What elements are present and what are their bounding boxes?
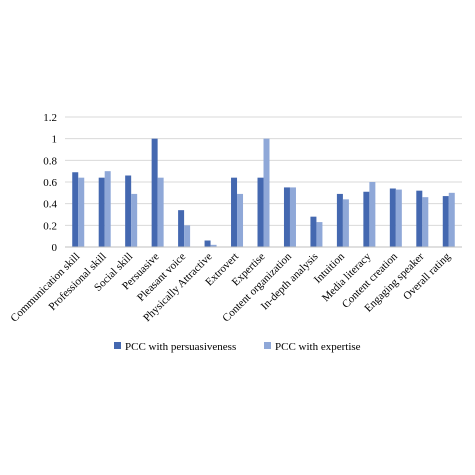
bar-expertise: [131, 193, 138, 247]
bar-persuasiveness: [310, 216, 317, 247]
bar-persuasiveness: [389, 188, 396, 247]
legend-label: PCC with persuasiveness: [125, 341, 236, 353]
bar-expertise: [342, 199, 349, 247]
bar-expertise: [157, 177, 164, 247]
bar-expertise: [289, 187, 296, 247]
bar-expertise: [395, 189, 402, 247]
bar-persuasiveness: [72, 172, 79, 247]
bar-expertise: [369, 182, 376, 247]
y-tick-label: 0.4: [43, 199, 57, 211]
bar-persuasiveness: [442, 196, 449, 247]
bar-expertise: [78, 177, 85, 247]
bar-persuasiveness: [336, 193, 343, 247]
bar-expertise: [448, 192, 455, 247]
legend-swatch: [264, 342, 271, 349]
bar-expertise: [237, 193, 244, 247]
legend: PCC with persuasiveness PCC with expertis…: [114, 341, 361, 353]
bar-expertise: [422, 197, 429, 247]
bar-persuasiveness: [283, 187, 290, 247]
legend-swatch: [114, 342, 121, 349]
bar-persuasiveness: [204, 240, 211, 247]
bar-expertise: [316, 222, 323, 247]
bar-persuasiveness: [363, 191, 370, 247]
bar-persuasiveness: [98, 177, 105, 247]
bar-expertise: [104, 171, 111, 247]
bar-persuasiveness: [257, 177, 264, 247]
y-axis-ticks: 0 0.2 0.4 0.6 0.8 1 1.2: [43, 112, 57, 254]
bar-expertise: [184, 225, 191, 247]
bars: [72, 138, 455, 247]
legend-label: PCC with expertise: [275, 341, 361, 353]
y-tick-label: 0.6: [43, 177, 57, 189]
bar-expertise: [210, 244, 217, 247]
y-tick-label: 1.2: [43, 112, 57, 124]
bar-persuasiveness: [151, 138, 158, 247]
y-tick-label: 0.8: [43, 155, 57, 167]
bar-persuasiveness: [231, 177, 238, 247]
y-tick-label: 1: [52, 134, 58, 146]
bar-persuasiveness: [125, 175, 132, 247]
bar-expertise: [263, 138, 270, 247]
bar-persuasiveness: [178, 210, 185, 247]
bar-persuasiveness: [416, 190, 423, 247]
y-tick-label: 0.2: [43, 220, 57, 232]
y-tick-label: 0: [52, 242, 58, 254]
